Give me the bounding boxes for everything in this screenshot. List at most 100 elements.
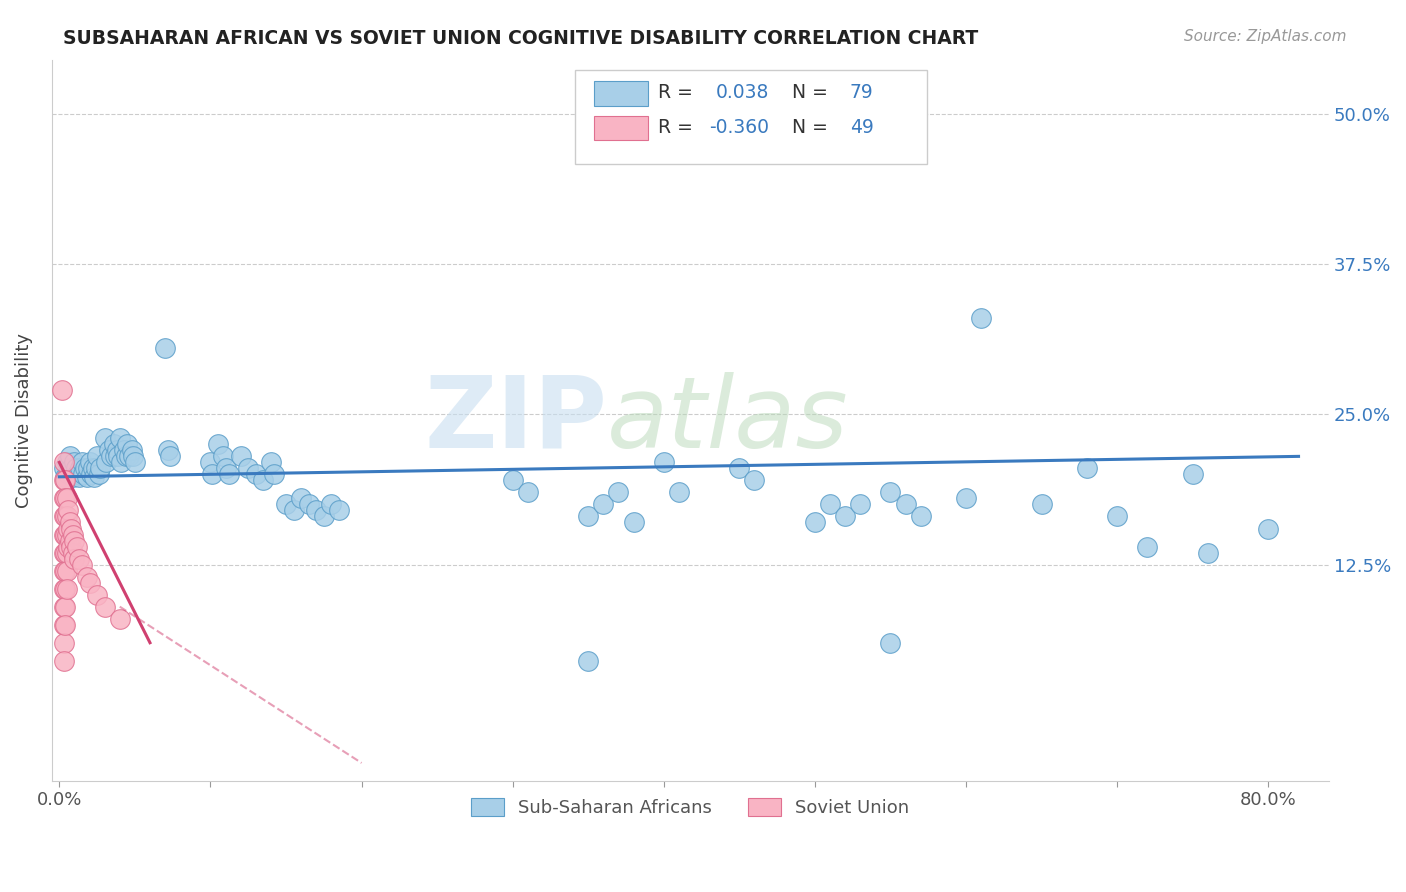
Point <box>53 509 76 524</box>
Point <box>62 527 84 541</box>
Point <box>1181 467 1204 482</box>
Point <box>110 455 132 469</box>
Point <box>70 558 93 572</box>
Point <box>56 509 79 524</box>
Point <box>63 533 86 548</box>
Point <box>79 575 101 590</box>
Point <box>66 467 89 482</box>
Point <box>52 599 75 614</box>
Point <box>200 455 222 469</box>
Legend: Sub-Saharan Africans, Soviet Union: Sub-Saharan Africans, Soviet Union <box>463 789 918 826</box>
Point <box>79 455 101 469</box>
Point <box>76 569 98 583</box>
Point <box>298 498 321 512</box>
Point <box>52 545 75 559</box>
Point <box>80 467 103 482</box>
Point <box>623 516 645 530</box>
Point <box>849 498 872 512</box>
Point <box>804 516 827 530</box>
Point <box>103 437 125 451</box>
Point <box>53 564 76 578</box>
Text: 0.038: 0.038 <box>716 83 769 103</box>
Point <box>77 461 100 475</box>
FancyBboxPatch shape <box>575 70 927 164</box>
Point <box>122 450 145 464</box>
Point <box>56 545 79 559</box>
Text: Source: ZipAtlas.com: Source: ZipAtlas.com <box>1184 29 1347 44</box>
Point <box>76 470 98 484</box>
Point <box>274 498 297 512</box>
Point <box>62 545 84 559</box>
Point <box>910 509 932 524</box>
Point <box>62 470 84 484</box>
Point <box>290 491 312 506</box>
Point <box>84 461 107 475</box>
Point <box>1107 509 1129 524</box>
Point <box>118 450 141 464</box>
Text: atlas: atlas <box>607 372 849 469</box>
Point <box>124 455 146 469</box>
Point <box>53 617 76 632</box>
Point <box>283 503 305 517</box>
Point <box>955 491 977 506</box>
Point <box>60 461 83 475</box>
Point <box>245 467 267 482</box>
Point <box>98 443 121 458</box>
FancyBboxPatch shape <box>595 116 648 140</box>
Point <box>218 467 240 482</box>
Point <box>107 450 129 464</box>
Point <box>211 450 233 464</box>
Point <box>58 540 80 554</box>
Point <box>63 455 86 469</box>
Point <box>502 474 524 488</box>
Point <box>89 461 111 475</box>
Point <box>60 540 83 554</box>
Point <box>67 551 90 566</box>
Point <box>69 461 91 475</box>
Point <box>229 450 252 464</box>
Point <box>1031 498 1053 512</box>
Point <box>207 437 229 451</box>
Point <box>58 467 80 482</box>
Point <box>114 450 136 464</box>
Point <box>52 582 75 596</box>
Point <box>516 485 538 500</box>
Point <box>1136 540 1159 554</box>
Point <box>56 455 79 469</box>
Point <box>328 503 350 517</box>
Point <box>252 474 274 488</box>
Point <box>59 450 82 464</box>
Text: ZIP: ZIP <box>425 372 607 469</box>
Point <box>104 450 127 464</box>
Point <box>153 341 176 355</box>
Point <box>52 474 75 488</box>
Point <box>879 636 901 650</box>
Point <box>592 498 614 512</box>
Text: SUBSAHARAN AFRICAN VS SOVIET UNION COGNITIVE DISABILITY CORRELATION CHART: SUBSAHARAN AFRICAN VS SOVIET UNION COGNI… <box>63 29 979 47</box>
Point <box>105 443 128 458</box>
Point <box>576 654 599 668</box>
Point <box>260 455 283 469</box>
Point <box>56 491 79 506</box>
Point <box>60 521 83 535</box>
Text: 49: 49 <box>849 118 873 136</box>
Text: R =: R = <box>658 83 693 103</box>
Point <box>321 498 343 512</box>
Point <box>73 461 96 475</box>
Point <box>834 509 856 524</box>
FancyBboxPatch shape <box>595 81 648 106</box>
Point <box>52 636 75 650</box>
Point <box>52 461 75 475</box>
Text: N =: N = <box>793 118 828 136</box>
Point <box>744 474 766 488</box>
Point <box>52 617 75 632</box>
Point <box>728 461 751 475</box>
Point <box>53 599 76 614</box>
Point <box>52 455 75 469</box>
Point <box>1197 545 1219 559</box>
Point <box>93 599 115 614</box>
Point <box>607 485 630 500</box>
Point <box>53 527 76 541</box>
Point <box>58 521 80 535</box>
Point <box>65 461 87 475</box>
